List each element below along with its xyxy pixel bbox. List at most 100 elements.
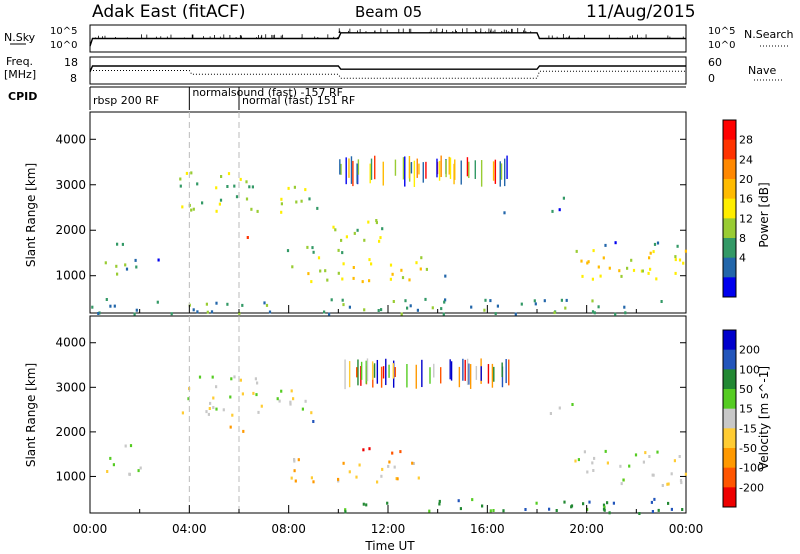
velocity-colorbar-swatch [723, 448, 736, 469]
velocity-cell [344, 508, 347, 512]
power-cell [370, 262, 373, 266]
power-cell [340, 238, 343, 242]
velocity-cell [555, 509, 558, 512]
power-colorbar-swatch [723, 120, 736, 141]
velocity-cell [492, 509, 495, 512]
power-cell [678, 258, 682, 262]
power-cell [591, 277, 594, 281]
power-cell [400, 312, 403, 316]
power-cell [484, 298, 487, 302]
velocity-cell [212, 396, 215, 400]
velocity-cell [293, 458, 296, 461]
velocity-cell [137, 469, 140, 473]
velocity-cell [260, 404, 263, 408]
power-cell [494, 312, 497, 316]
velocity-cell [661, 484, 664, 487]
power-cell [641, 269, 644, 273]
power-cell [157, 258, 160, 262]
velocity-cell [222, 408, 225, 412]
x-tick-label: 04:00 [172, 522, 207, 536]
power-cell [196, 182, 199, 186]
velocity-cell [280, 389, 283, 393]
power-cell [334, 228, 337, 232]
power-colorbar-tick: 24 [739, 153, 753, 166]
date-label: 11/Aug/2015 [586, 2, 696, 22]
velocity-cell [255, 393, 258, 397]
power-colorbar-tick: 20 [739, 173, 753, 186]
power-cell [134, 258, 137, 262]
velocity-cell [241, 392, 244, 396]
power-cell [342, 303, 345, 307]
power-cell [256, 209, 259, 213]
velocity-colorbar-swatch [723, 408, 736, 429]
velocity-cell [457, 499, 460, 503]
power-cell [341, 251, 344, 255]
velocity-cell [684, 472, 687, 476]
power-cell [239, 177, 242, 181]
velocity-cell [387, 464, 390, 468]
power-cell [245, 197, 249, 201]
velocity-cell [312, 420, 315, 423]
velocity-cell [571, 403, 574, 406]
x-tick-label: 16:00 [470, 522, 505, 536]
power-cell [304, 188, 307, 192]
power-cell [391, 272, 394, 276]
velocity-cell [106, 470, 109, 473]
power-cell [280, 210, 283, 214]
velocity-cell [365, 503, 368, 507]
power-cell [655, 277, 658, 281]
power-cell [653, 242, 657, 246]
velocity-cell [606, 461, 609, 465]
velocity-cell [205, 410, 208, 414]
power-cell [624, 311, 627, 315]
power-cell [489, 299, 492, 303]
velocity-cell [337, 479, 340, 483]
power-cell [587, 260, 590, 264]
power-cell [206, 310, 209, 314]
power-cell [310, 280, 313, 284]
power-cell [562, 196, 565, 200]
velocity-cell [289, 400, 292, 404]
power-cell [591, 299, 594, 303]
velocity-cell [591, 461, 594, 465]
velocity-cell [380, 474, 383, 478]
power-cell [179, 184, 182, 188]
power-cell [599, 274, 602, 278]
power-cell [324, 269, 327, 273]
velocity-cell [396, 477, 399, 481]
power-cell [345, 235, 348, 239]
velocity-cell [181, 411, 184, 415]
velocity-cell [570, 504, 574, 508]
velocity-cell [368, 447, 371, 451]
velocity-cell [680, 481, 683, 485]
power-cell [682, 261, 685, 265]
velocity-colorbar-tick: -200 [739, 481, 764, 494]
power-cell [443, 300, 446, 304]
velocity-cell [362, 448, 365, 452]
power-cell [553, 311, 556, 315]
power-cell [306, 245, 309, 249]
velocity-cell [679, 479, 683, 482]
velocity-ytick-label: 4000 [55, 336, 86, 350]
velocity-colorbar-label: Velocity [m s^-1] [757, 366, 771, 470]
power-cell [330, 298, 333, 302]
power-cell [265, 303, 269, 307]
sky-tick-bot: 10^0 [50, 40, 77, 51]
power-colorbar-tick: 16 [739, 193, 753, 206]
power-cell [337, 248, 340, 252]
velocity-cell [644, 451, 647, 455]
freq-label: Freq. [6, 55, 33, 68]
velocity-cell [673, 459, 676, 463]
power-cell [375, 219, 378, 222]
power-colorbar-label: Power [dB] [757, 182, 771, 247]
velocity-cell [252, 391, 255, 395]
velocity-cell [657, 508, 660, 512]
velocity-colorbar-tick: 100 [739, 363, 760, 376]
power-cell [312, 250, 315, 254]
power-ytick-label: 1000 [55, 269, 86, 283]
power-cell [245, 180, 248, 184]
power-cell [116, 242, 119, 246]
velocity-colorbar-tick: 200 [739, 344, 760, 357]
power-cell [341, 298, 344, 302]
velocity-cell [593, 456, 596, 460]
